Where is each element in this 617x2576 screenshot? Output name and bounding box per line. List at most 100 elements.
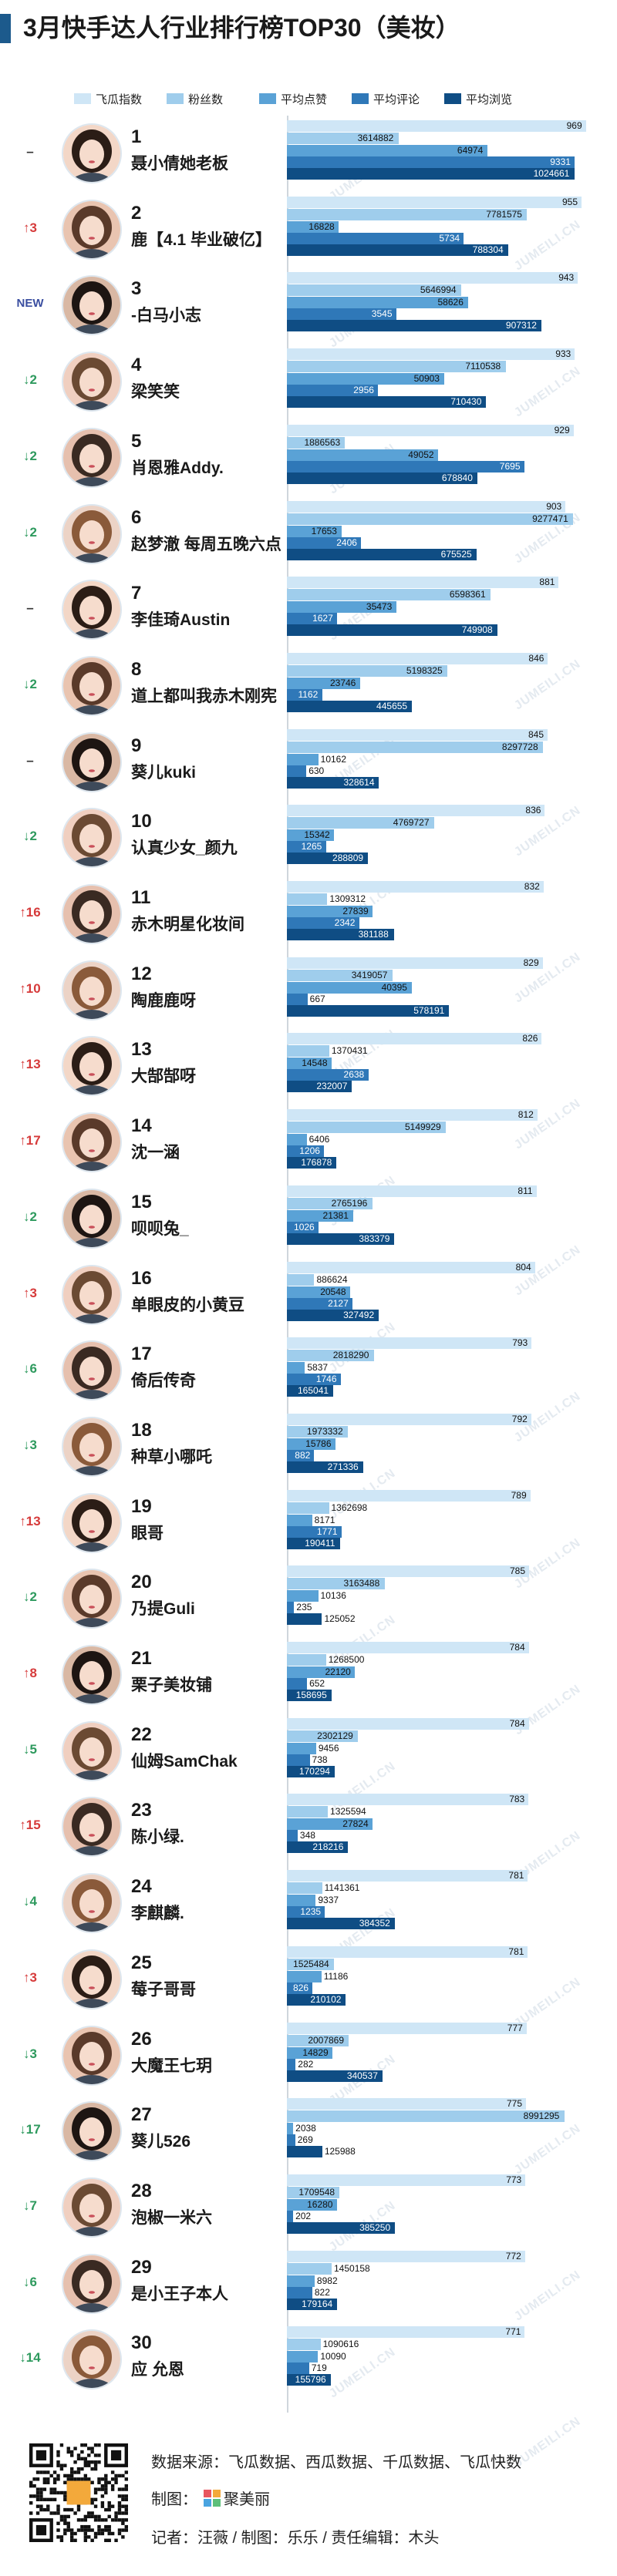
- bar-value-label: 10090: [320, 2351, 346, 2362]
- bar-value-label: 6406: [308, 1134, 330, 1145]
- bar-5: [287, 1309, 379, 1321]
- bar-5: [287, 472, 477, 484]
- bar-4: [287, 1525, 342, 1538]
- bar-value-label: 1886563: [304, 436, 341, 448]
- avatar: [63, 1646, 120, 1703]
- bar-3: [287, 1362, 305, 1374]
- avatar: [63, 125, 120, 182]
- rank-number: 2: [131, 202, 142, 224]
- bar-2: [287, 1654, 326, 1666]
- bar-value-label: 675525: [440, 548, 472, 560]
- bar-1: [287, 500, 566, 513]
- creator-name: 赤木明星化妆间: [131, 916, 244, 933]
- creator-name: 葵儿kuki: [131, 763, 197, 782]
- bar-4: [287, 1830, 298, 1842]
- bar-value-label: 282: [298, 2058, 314, 2070]
- avatar: [63, 1189, 120, 1247]
- bar-4: [287, 1678, 308, 1690]
- bar-2: [287, 1273, 315, 1286]
- rank-number: 22: [131, 1723, 152, 1745]
- bar-value-label: 64974: [457, 145, 484, 156]
- bar-value-label: 11186: [323, 1970, 349, 1982]
- bar-2: [287, 1197, 373, 1209]
- bar-value-label: 49052: [408, 449, 434, 460]
- bar-value-label: 678840: [441, 472, 473, 483]
- bar-value-label: 8982: [316, 2275, 338, 2286]
- bar-value-label: 781: [508, 1870, 524, 1882]
- bar-value-label: 125988: [324, 2146, 356, 2157]
- rank-change-badge: ↓17: [19, 2122, 41, 2137]
- bar-value-label: 176878: [301, 1157, 332, 1169]
- bar-3: [287, 1134, 307, 1146]
- bar-2: [287, 1958, 335, 1970]
- legend-swatch: [74, 93, 91, 104]
- bar-3: [287, 1895, 316, 1907]
- avatar-portrait-icon: [63, 1646, 120, 1703]
- rank-change-badge: ↓3: [23, 1437, 37, 1452]
- bar-value-label: 749908: [461, 624, 493, 636]
- bar-value-label: 793: [512, 1337, 528, 1349]
- avatar-portrait-icon: [63, 1037, 120, 1095]
- data-source-text: 数据来源：飞瓜数据、西瓜数据、千瓜数据、飞瓜快数: [151, 2454, 521, 2471]
- bar-value-label: 8171: [314, 1514, 335, 1525]
- bar-5: [287, 168, 575, 180]
- brand-logo: 聚美丽: [204, 2487, 270, 2509]
- bar-value-label: 2818290: [332, 1350, 369, 1361]
- bar-4: [287, 2286, 312, 2299]
- avatar: [63, 1342, 120, 1400]
- bar-1: [287, 196, 582, 208]
- bar-1: [287, 577, 559, 589]
- bar-5: [287, 320, 541, 332]
- metric-bars: 789 1362698 8171 1771 190411: [287, 1485, 595, 1561]
- bar-5: [287, 853, 369, 865]
- metric-bars: 781 1141361 9337 1235 384352: [287, 1865, 595, 1941]
- avatar-portrait-icon: [63, 961, 120, 1019]
- metric-bars: 812 5149929 6406 1206 176878: [287, 1105, 595, 1180]
- legend-swatch: [259, 93, 276, 104]
- bar-value-label: 50903: [413, 373, 440, 385]
- bar-2: [287, 2186, 340, 2198]
- avatar: [63, 1114, 120, 1172]
- creator-name: 倚后传奇: [131, 1372, 196, 1391]
- bar-value-label: 16828: [308, 220, 335, 232]
- bar-3: [287, 2275, 315, 2287]
- bar-3: [287, 145, 487, 156]
- bar-value-label: 328614: [343, 776, 375, 788]
- creator-name: 肖恩雅Addy.: [131, 459, 224, 477]
- bar-3: [287, 2123, 294, 2135]
- bar-value-label: 202: [295, 2210, 312, 2221]
- bar-3: [287, 1438, 336, 1450]
- bar-5: [287, 1918, 395, 1930]
- avatar-portrait-icon: [63, 1417, 120, 1475]
- bar-value-label: 812: [518, 1109, 534, 1121]
- bar-value-label: 3419057: [351, 969, 388, 980]
- bar-value-label: 35473: [366, 601, 393, 613]
- bar-value-label: 2127: [328, 1297, 349, 1309]
- bar-value-label: 20548: [320, 1286, 346, 1297]
- avatar: [63, 2331, 120, 2389]
- bar-value-label: 1746: [315, 1374, 337, 1385]
- bar-4: [287, 2210, 294, 2222]
- avatar-portrait-icon: [63, 2178, 120, 2236]
- metric-bars: 929 1886563 49052 7695 678840: [287, 420, 595, 496]
- bar-4: [287, 1221, 319, 1233]
- bar-value-label: 10136: [320, 1590, 346, 1602]
- bar-3: [287, 906, 373, 917]
- rank-number: 25: [131, 1952, 152, 1973]
- bar-4: [287, 2058, 296, 2070]
- bar-value-label: 383379: [359, 1233, 390, 1244]
- bar-value-label: 2406: [336, 536, 357, 548]
- bar-3: [287, 753, 319, 765]
- bar-value-label: 710430: [450, 396, 482, 408]
- bar-4: [287, 1069, 369, 1081]
- bar-value-label: 27824: [342, 1818, 369, 1830]
- avatar-portrait-icon: [63, 1722, 120, 1780]
- bar-4: [287, 536, 362, 549]
- bar-5: [287, 776, 379, 789]
- ranking-row: ↓14 30 应 允恩 771 1090616 10090 719 155796: [0, 2322, 617, 2397]
- bar-5: [287, 624, 497, 637]
- bar-4: [287, 688, 323, 701]
- bar-value-label: 235: [296, 1602, 312, 1613]
- bar-value-label: 846: [528, 652, 545, 664]
- avatar-portrait-icon: [63, 200, 120, 258]
